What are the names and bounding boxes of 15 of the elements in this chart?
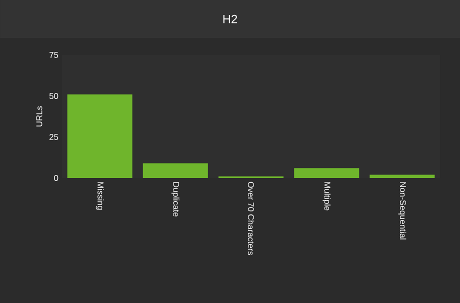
bar [142, 163, 208, 178]
bar [294, 168, 360, 178]
bar [370, 174, 435, 178]
x-tick-label: Missing [96, 182, 104, 210]
bar [67, 94, 132, 178]
x-tick-label: Multiple [322, 182, 331, 210]
y-tick-label: 50 [49, 93, 58, 99]
y-tick-label: 0 [54, 175, 58, 181]
chart-title: H2 [223, 14, 238, 24]
x-tick-label: Non-Sequential [398, 182, 406, 240]
x-tick-label: Over 70 Characters [248, 182, 254, 256]
x-tick-label: Duplicate [171, 182, 180, 216]
y-tick-label: 25 [49, 134, 58, 140]
y-axis-title: URLs [36, 106, 42, 126]
y-tick-label: 75 [50, 52, 58, 58]
